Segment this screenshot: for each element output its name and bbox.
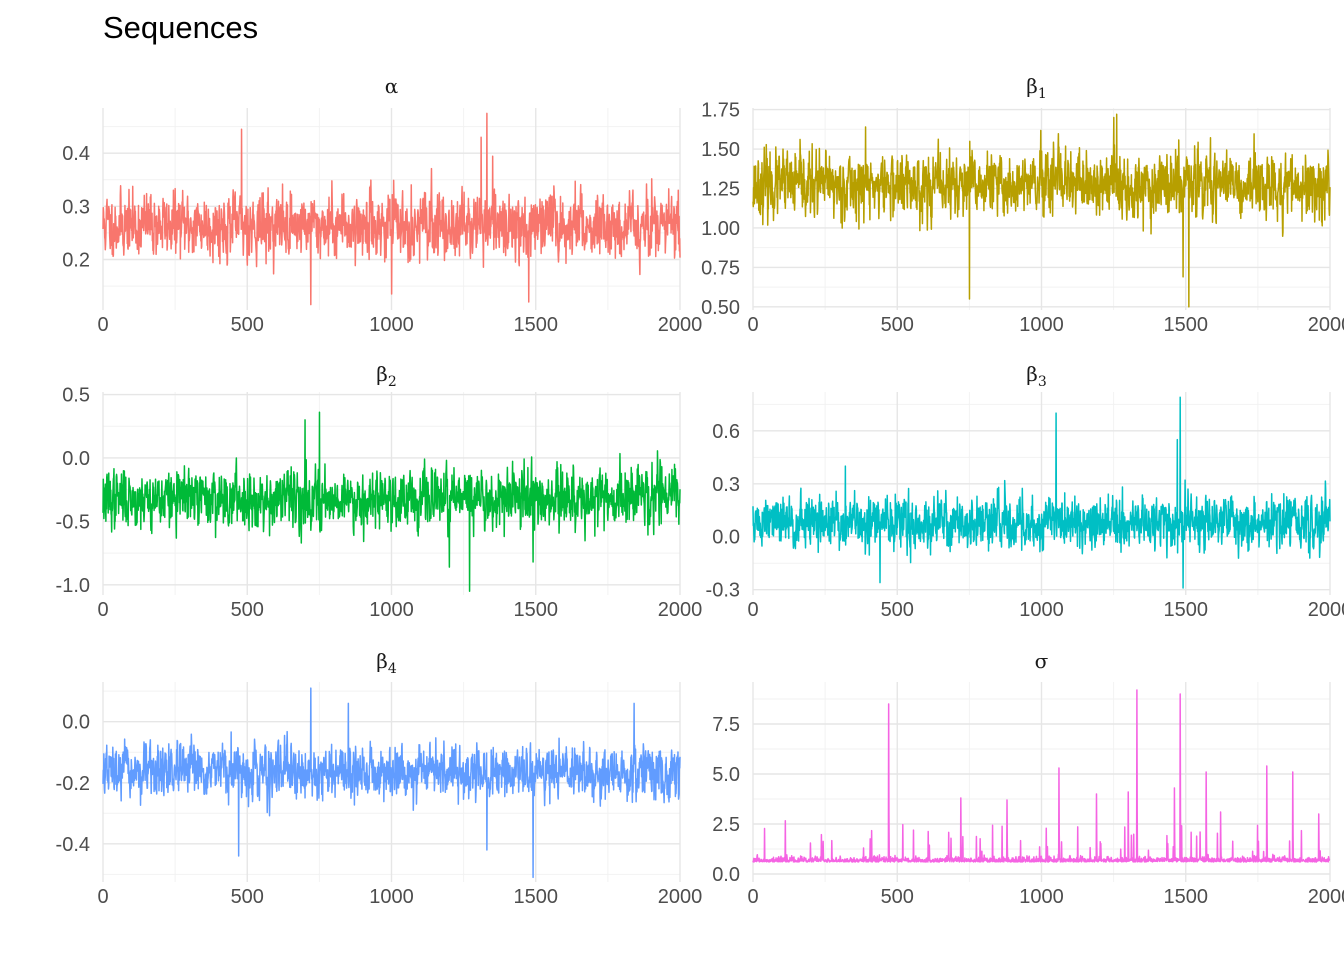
facet-strip-subscript: 2 (388, 374, 397, 390)
facet-strip-subscript: 4 (388, 661, 397, 677)
panel-3: 0 500 1000 1500 2000 -0.3 0.0 0.3 0.6 β3 (706, 362, 1344, 621)
y-tick-label: -1.0 (56, 575, 90, 597)
x-tick-label: 500 (881, 886, 914, 908)
y-tick-label: 0.3 (712, 474, 740, 496)
trace-line (102, 112, 681, 306)
y-tick-label: 1.25 (701, 178, 740, 200)
facet-strip-label: β4 (376, 649, 397, 677)
y-tick-label: 1.75 (701, 100, 740, 122)
y-tick-label: -0.4 (56, 834, 90, 856)
y-tick-label: 0.6 (712, 421, 740, 443)
facet-strip-label: β1 (1026, 74, 1046, 102)
trace-line (102, 411, 681, 592)
y-tick-label: 0.50 (701, 297, 740, 319)
facet-strip-label: σ (1035, 649, 1049, 673)
page-title: Sequences (103, 10, 259, 45)
facet-strip-subscript: 1 (1038, 86, 1047, 102)
x-tick-label: 500 (231, 886, 264, 908)
y-tick-label: 1.00 (701, 218, 740, 240)
y-tick-label: 5.0 (712, 764, 740, 786)
facet-strip-label: α (385, 74, 399, 98)
trace-line (752, 689, 1331, 863)
x-tick-label: 500 (231, 599, 264, 621)
panel-5: 0 500 1000 1500 2000 0.0 2.5 5.0 7.5 σ (712, 649, 1344, 908)
x-tick-label: 1500 (514, 599, 559, 621)
y-tick-label: -0.3 (706, 580, 740, 602)
x-tick-label: 1000 (369, 314, 414, 336)
x-tick-label: 1500 (514, 314, 559, 336)
trace-line (752, 396, 1331, 589)
y-tick-label: 0.0 (62, 448, 90, 470)
y-tick-label: 0.3 (62, 196, 90, 218)
y-tick-label: 0.75 (701, 257, 740, 279)
y-tick-label: -0.2 (56, 773, 90, 795)
y-tick-label: 1.50 (701, 139, 740, 161)
y-tick-label: 2.5 (712, 814, 740, 836)
x-tick-label: 1000 (369, 886, 414, 908)
x-tick-label: 2000 (1308, 599, 1344, 621)
x-tick-label: 0 (747, 599, 758, 621)
y-tick-label: 0.4 (62, 143, 90, 165)
facet-strip-subscript: 3 (1038, 374, 1047, 390)
x-tick-label: 1500 (514, 886, 559, 908)
gridlines (752, 392, 1331, 595)
y-tick-label: 0.0 (712, 864, 740, 886)
y-tick-label: 7.5 (712, 714, 740, 736)
trace-line (102, 687, 681, 879)
x-tick-label: 1000 (1019, 886, 1064, 908)
x-tick-label: 500 (881, 314, 914, 336)
panel-0: 0 500 1000 1500 2000 0.2 0.3 0.4 α (62, 74, 702, 336)
facet-strip-label: β2 (376, 362, 396, 390)
panel-2: 0 500 1000 1500 2000 -1.0 -0.5 0.0 0.5 β2 (56, 362, 703, 621)
y-tick-label: 0.5 (62, 385, 90, 407)
x-tick-label: 0 (747, 314, 758, 336)
y-tick-label: -0.5 (56, 511, 90, 533)
x-tick-label: 0 (97, 599, 108, 621)
x-tick-label: 500 (881, 599, 914, 621)
y-tick-label: 0.0 (62, 712, 90, 734)
trace-line (752, 113, 1331, 308)
gridlines (752, 682, 1331, 882)
panel-4: 0 500 1000 1500 2000 -0.4 -0.2 0.0 β4 (56, 649, 703, 908)
x-tick-label: 1000 (1019, 599, 1064, 621)
x-tick-label: 2000 (658, 314, 703, 336)
x-tick-label: 0 (747, 886, 758, 908)
x-tick-label: 1500 (1164, 886, 1209, 908)
x-tick-label: 2000 (658, 886, 703, 908)
x-tick-label: 0 (97, 886, 108, 908)
y-tick-label: 0.0 (712, 527, 740, 549)
x-tick-label: 1000 (1019, 314, 1064, 336)
x-tick-label: 2000 (1308, 886, 1344, 908)
x-tick-label: 2000 (658, 599, 703, 621)
x-tick-label: 0 (97, 314, 108, 336)
x-tick-label: 1500 (1164, 599, 1209, 621)
x-tick-label: 500 (231, 314, 264, 336)
x-tick-label: 2000 (1308, 314, 1344, 336)
y-tick-label: 0.2 (62, 250, 90, 272)
panel-1: 0 500 1000 1500 2000 0.50 0.75 1.00 1.25 1.50 1.75… (701, 74, 1344, 336)
x-tick-label: 1500 (1164, 314, 1209, 336)
facet-strip-label: β3 (1026, 362, 1046, 390)
x-tick-label: 1000 (369, 599, 414, 621)
